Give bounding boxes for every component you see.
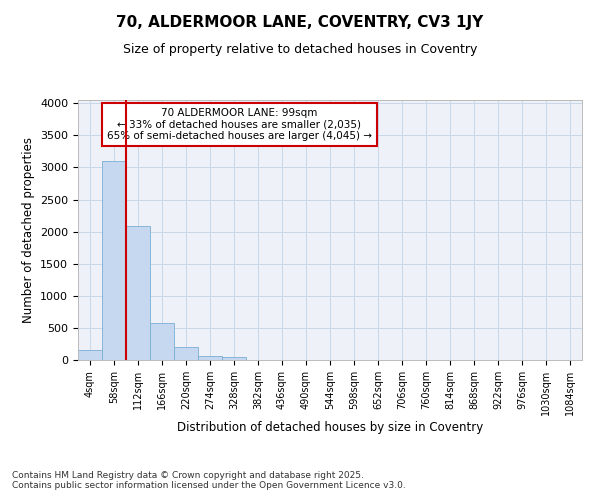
Bar — [150, 323, 174, 360]
Text: 70, ALDERMOOR LANE, COVENTRY, CV3 1JY: 70, ALDERMOOR LANE, COVENTRY, CV3 1JY — [116, 15, 484, 30]
Text: Contains HM Land Registry data © Crown copyright and database right 2025.: Contains HM Land Registry data © Crown c… — [12, 471, 364, 480]
Bar — [126, 226, 150, 360]
Bar — [222, 357, 246, 360]
Bar — [102, 161, 126, 360]
Bar — [198, 356, 222, 360]
Bar — [78, 350, 102, 360]
X-axis label: Distribution of detached houses by size in Coventry: Distribution of detached houses by size … — [177, 420, 483, 434]
Y-axis label: Number of detached properties: Number of detached properties — [22, 137, 35, 323]
Text: Size of property relative to detached houses in Coventry: Size of property relative to detached ho… — [123, 42, 477, 56]
Text: Contains public sector information licensed under the Open Government Licence v3: Contains public sector information licen… — [12, 481, 406, 490]
Bar — [174, 346, 198, 360]
Text: 70 ALDERMOOR LANE: 99sqm
← 33% of detached houses are smaller (2,035)
65% of sem: 70 ALDERMOOR LANE: 99sqm ← 33% of detach… — [107, 108, 372, 141]
